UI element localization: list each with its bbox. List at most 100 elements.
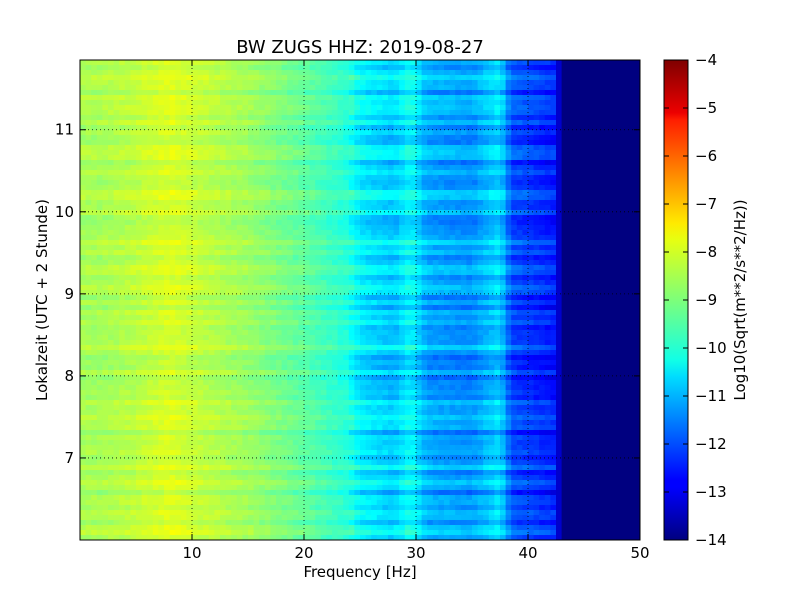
heatmap-cell — [231, 215, 238, 221]
heatmap-cell — [253, 240, 260, 246]
heatmap-cell — [264, 190, 271, 196]
heatmap-cell — [595, 270, 602, 276]
heatmap-cell — [276, 275, 282, 281]
heatmap-cell — [544, 245, 551, 251]
heatmap-cell — [427, 275, 434, 281]
heatmap-cell — [326, 160, 333, 166]
heatmap-cell — [522, 215, 529, 221]
heatmap-cell — [466, 235, 473, 241]
heatmap-cell — [102, 205, 109, 211]
heatmap-cell — [309, 180, 316, 186]
heatmap-cell — [528, 155, 534, 161]
heatmap-cell — [528, 265, 534, 271]
heatmap-cell — [225, 255, 232, 261]
heatmap-cell — [231, 95, 238, 101]
heatmap-cell — [108, 70, 114, 76]
heatmap-cell — [455, 255, 462, 261]
heatmap-cell — [270, 155, 277, 161]
heatmap-cell — [287, 245, 294, 251]
heatmap-cell — [119, 170, 126, 176]
heatmap-cell — [96, 70, 103, 76]
heatmap-cell — [203, 250, 210, 256]
heatmap-cell — [483, 300, 490, 306]
heatmap-cell — [438, 275, 445, 281]
heatmap-cell — [556, 280, 562, 286]
heatmap-cell — [511, 185, 518, 191]
heatmap-cell — [421, 85, 428, 91]
heatmap-cell — [477, 95, 484, 101]
heatmap-cell — [343, 200, 350, 206]
heatmap-cell — [432, 290, 439, 296]
heatmap-cell — [449, 260, 456, 266]
heatmap-cell — [511, 200, 518, 206]
heatmap-cell — [102, 275, 109, 281]
heatmap-cell — [556, 105, 562, 111]
heatmap-cell — [584, 150, 590, 156]
heatmap-cell — [96, 215, 103, 221]
heatmap-cell — [264, 165, 271, 171]
heatmap-cell — [225, 200, 232, 206]
heatmap-cell — [410, 70, 417, 76]
heatmap-cell — [337, 165, 344, 171]
heatmap-cell — [259, 95, 266, 101]
heatmap-cell — [130, 115, 137, 121]
heatmap-cell — [561, 105, 568, 111]
heatmap-cell — [410, 260, 417, 266]
heatmap-cell — [460, 255, 467, 261]
heatmap-cell — [494, 155, 501, 161]
heatmap-cell — [192, 65, 198, 71]
heatmap-cell — [225, 170, 232, 176]
heatmap-cell — [522, 235, 529, 241]
heatmap-cell — [589, 105, 596, 111]
heatmap-cell — [505, 195, 512, 201]
heatmap-cell — [298, 265, 305, 271]
heatmap-cell — [354, 225, 361, 231]
heatmap-cell — [488, 230, 495, 236]
heatmap-cell — [505, 60, 512, 66]
heatmap-cell — [539, 185, 546, 191]
heatmap-cell — [393, 125, 400, 131]
heatmap-cell — [113, 200, 120, 206]
heatmap-cell — [214, 100, 221, 106]
heatmap-cell — [399, 115, 406, 121]
heatmap-cell — [281, 290, 288, 296]
heatmap-cell — [606, 150, 613, 156]
heatmap-cell — [561, 150, 568, 156]
heatmap-cell — [197, 65, 204, 71]
heatmap-cell — [556, 190, 562, 196]
heatmap-cell — [360, 80, 366, 86]
heatmap-cell — [410, 100, 417, 106]
heatmap-cell — [147, 175, 154, 181]
heatmap-cell — [298, 180, 305, 186]
heatmap-cell — [516, 80, 523, 86]
heatmap-cell — [472, 230, 478, 236]
heatmap-cell — [248, 300, 254, 306]
heatmap-cell — [113, 295, 120, 301]
heatmap-cell — [85, 245, 92, 251]
heatmap-cell — [432, 280, 439, 286]
heatmap-cell — [326, 280, 333, 286]
heatmap-cell — [298, 285, 305, 291]
heatmap-cell — [158, 260, 165, 266]
heatmap-cell — [136, 160, 142, 166]
heatmap-cell — [449, 160, 456, 166]
heatmap-cell — [354, 215, 361, 221]
heatmap-cell — [220, 230, 226, 236]
heatmap-cell — [130, 190, 137, 196]
heatmap-cell — [304, 185, 310, 191]
heatmap-cell — [612, 170, 618, 176]
heatmap-cell — [186, 130, 193, 136]
heatmap-cell — [343, 175, 350, 181]
heatmap-cell — [449, 290, 456, 296]
heatmap-cell — [488, 135, 495, 141]
heatmap-cell — [539, 205, 546, 211]
heatmap-cell — [220, 270, 226, 276]
heatmap-cell — [96, 250, 103, 256]
heatmap-cell — [634, 195, 641, 201]
heatmap-cell — [130, 70, 137, 76]
heatmap-cell — [612, 165, 618, 171]
heatmap-cell — [550, 235, 557, 241]
heatmap-cell — [292, 280, 299, 286]
heatmap-cell — [203, 175, 210, 181]
heatmap-cell — [460, 60, 467, 66]
